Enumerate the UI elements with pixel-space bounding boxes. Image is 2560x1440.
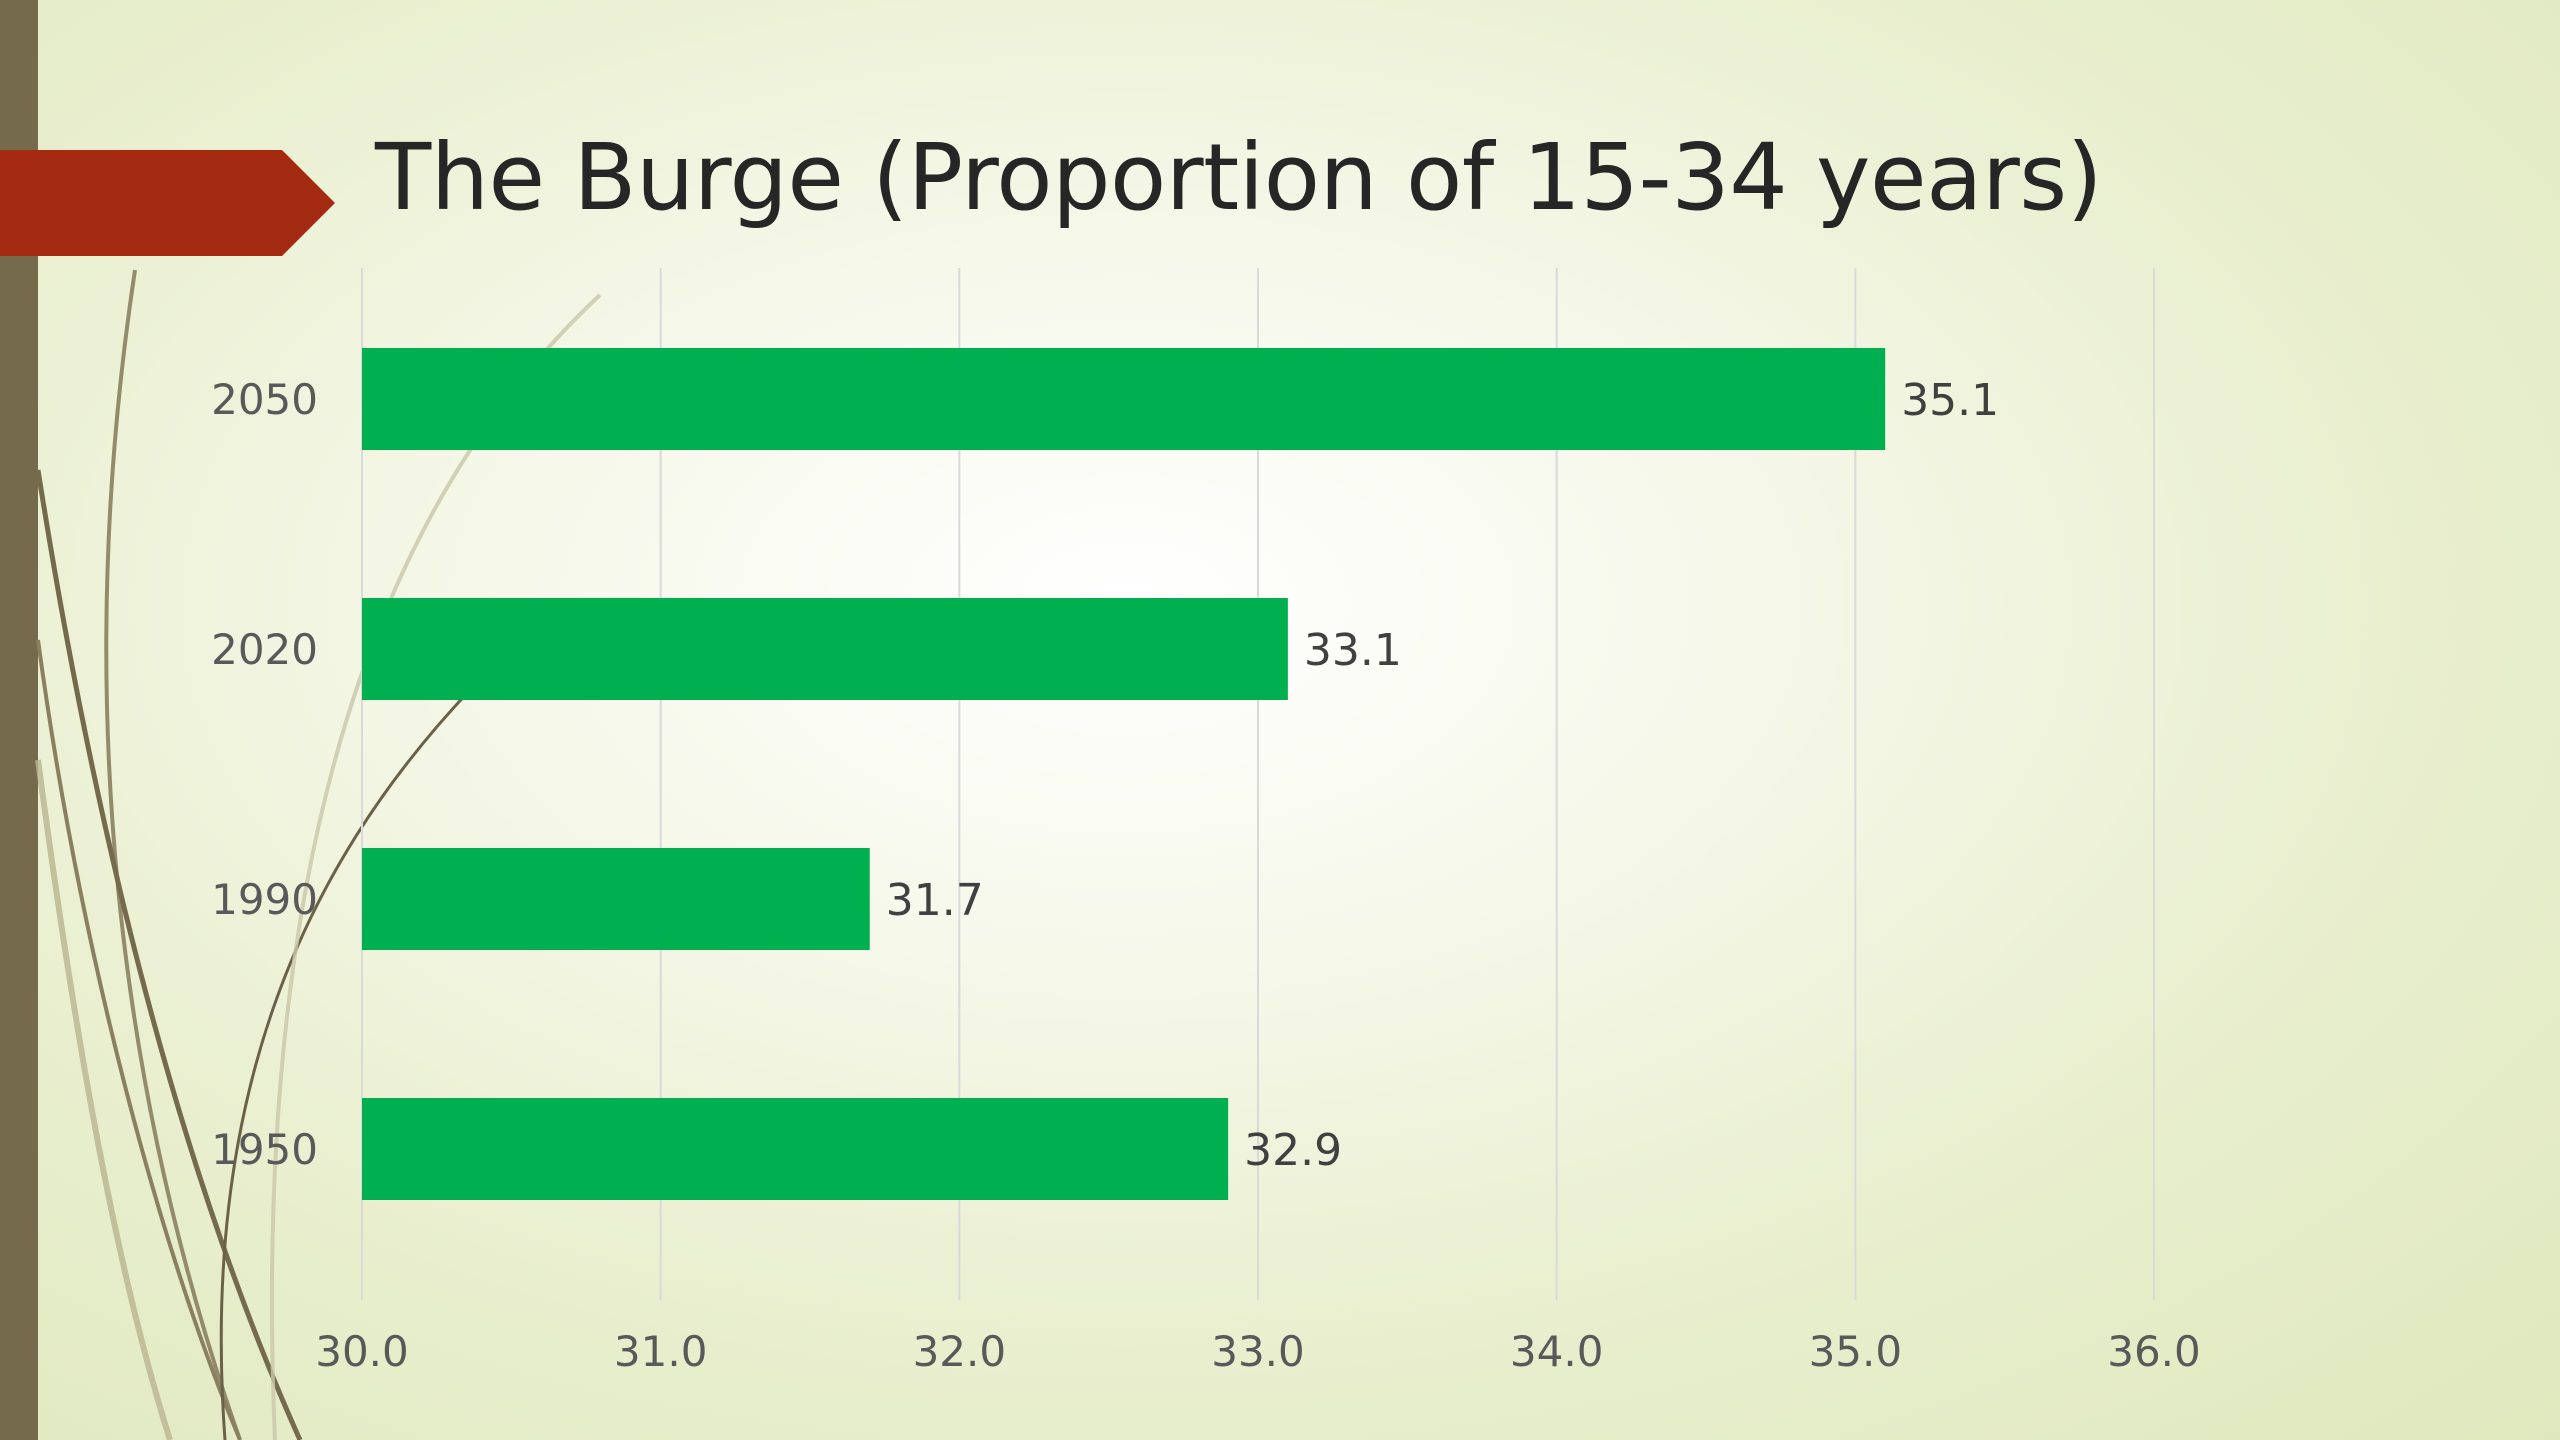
data-labels: 35.1 33.1 31.7 32.9	[886, 375, 1999, 1176]
x-tick-label: 36.0	[2107, 1327, 2201, 1376]
x-tick-label: 35.0	[1809, 1327, 1903, 1376]
category-label-2020: 2020	[211, 625, 318, 674]
title-arrow-fill	[0, 150, 335, 256]
title-arrow-shape	[0, 150, 335, 256]
value-axis: 30.0 31.0 32.0 33.0 34.0 35.0 36.0	[315, 1327, 2201, 1376]
bar-1990	[362, 848, 870, 950]
category-axis: 2050 2020 1990 1950	[211, 375, 318, 1174]
bar-2050	[362, 348, 1886, 450]
slide-title: The Burge (Proportion of 15-34 years)	[375, 124, 2103, 231]
category-label-1950: 1950	[211, 1125, 318, 1174]
x-tick-label: 31.0	[614, 1327, 708, 1376]
data-label-2020: 33.1	[1304, 625, 1402, 676]
data-label-1950: 32.9	[1244, 1125, 1342, 1176]
bar-2020	[362, 598, 1288, 700]
category-label-1990: 1990	[211, 875, 318, 924]
bar-1950	[362, 1098, 1229, 1200]
x-tick-label: 34.0	[1510, 1327, 1604, 1376]
x-tick-label: 33.0	[1211, 1327, 1305, 1376]
data-label-2050: 35.1	[1901, 375, 1999, 426]
x-tick-label: 32.0	[913, 1327, 1007, 1376]
x-tick-label: 30.0	[315, 1327, 409, 1376]
bars	[362, 348, 1886, 1200]
category-label-2050: 2050	[211, 375, 318, 424]
data-label-1990: 31.7	[886, 875, 984, 926]
